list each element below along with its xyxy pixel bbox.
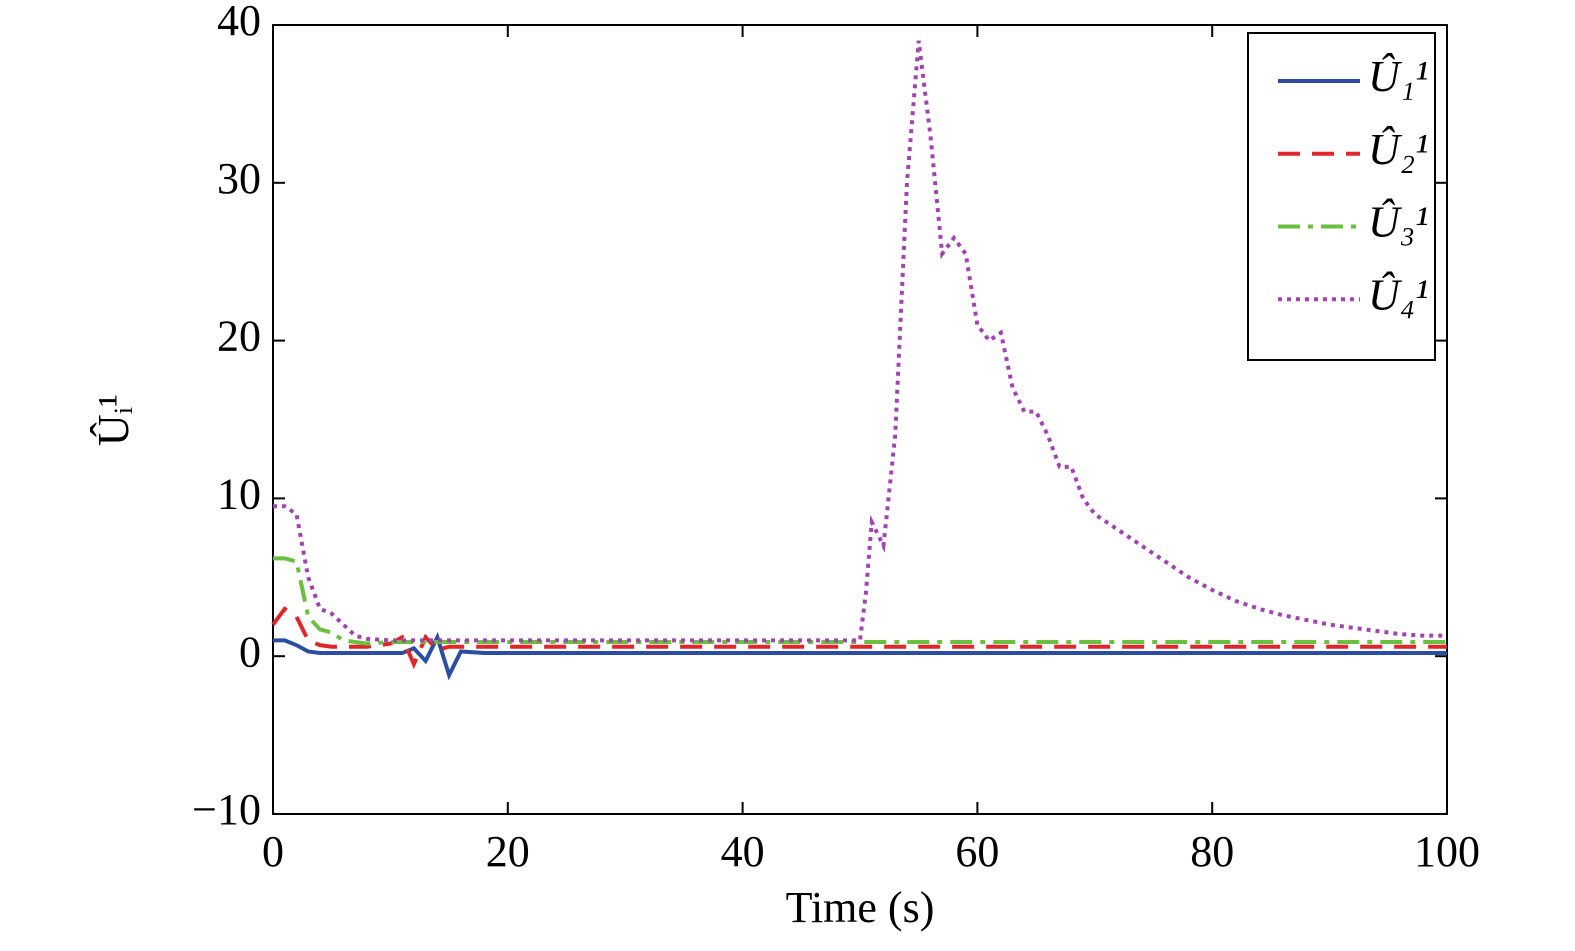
x-axis-label: Time (s) xyxy=(786,883,935,932)
y-tick-label: −10 xyxy=(192,785,261,834)
y-tick-label: 10 xyxy=(217,469,261,518)
x-tick-label: 20 xyxy=(486,827,530,876)
legend-box xyxy=(1247,32,1436,361)
legend-label: Û₄¹ xyxy=(1368,270,1428,319)
plot-frame xyxy=(272,24,1448,815)
legend-label: Û₃¹ xyxy=(1368,198,1428,247)
x-tick-label: 0 xyxy=(262,827,284,876)
y-tick-label: 30 xyxy=(217,154,261,203)
x-tick-label: 40 xyxy=(721,827,765,876)
y-tick-label: 40 xyxy=(217,0,261,45)
series-line xyxy=(273,631,1447,681)
series-line xyxy=(273,556,1447,646)
legend-label: Û₂¹ xyxy=(1368,125,1428,174)
legend-label: Û₁¹ xyxy=(1368,52,1428,101)
x-tick-label: 60 xyxy=(955,827,999,876)
y-tick-label: 20 xyxy=(217,312,261,361)
x-tick-label: 80 xyxy=(1190,827,1234,876)
y-axis-label: Ûᵢ¹ xyxy=(89,394,138,446)
series-line xyxy=(273,40,1447,643)
x-tick-label: 100 xyxy=(1414,827,1480,876)
y-tick-label: 0 xyxy=(239,627,261,676)
